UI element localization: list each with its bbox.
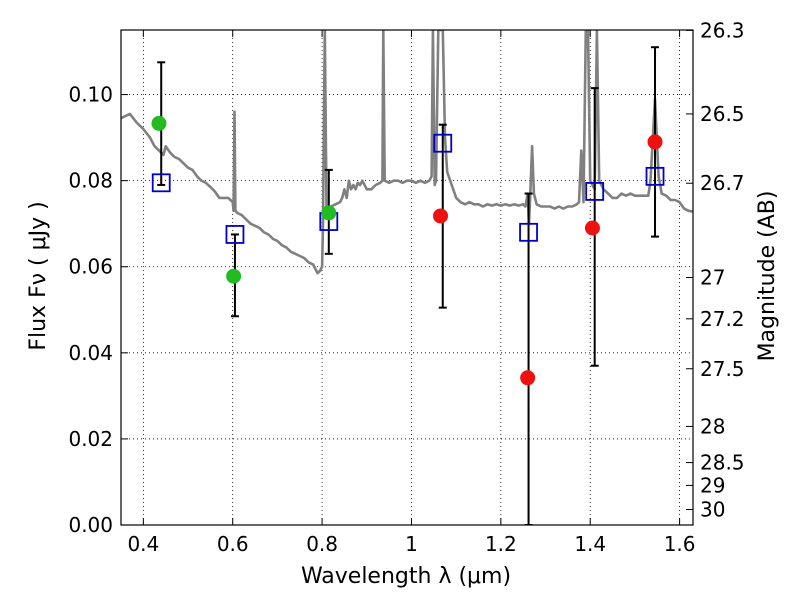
observed-flux-point <box>520 370 536 386</box>
axis-ticks: 0.4 0.6 0.8 1 1.2 1.4 1.6 0.00 0.02 0.04 0.06 0.08 0… <box>68 18 744 556</box>
model-flux-square <box>225 225 245 244</box>
x-tick-label: 1.6 <box>664 532 696 556</box>
observed-flux-point <box>321 205 337 221</box>
x-tick-label: 1.4 <box>574 532 606 556</box>
y-tick-label: 0.06 <box>68 255 113 279</box>
y2-tick-label: 26.5 <box>700 102 745 126</box>
observed-flux-point <box>151 115 167 131</box>
y-tick-label: 0.10 <box>68 83 113 107</box>
x-tick-label: 0.8 <box>306 532 338 556</box>
x-tick-label: 1 <box>405 532 418 556</box>
x-tick-label: 1.2 <box>485 532 517 556</box>
y2-tick-label: 27.2 <box>700 307 745 331</box>
x-axis-label: Wavelength λ (μm) <box>301 564 511 589</box>
x-tick-label: 0.4 <box>127 532 159 556</box>
y-tick-label: 0.08 <box>68 169 113 193</box>
model-flux-square <box>585 182 605 201</box>
y2-tick-label: 27 <box>700 266 725 290</box>
y2-tick-label: 28.5 <box>700 451 745 475</box>
y2-tick-label: 29 <box>700 473 725 497</box>
model-flux-square <box>645 166 665 186</box>
y-tick-label: 0.02 <box>68 427 113 451</box>
y2-axis-label: Magnitude (AB) <box>755 191 780 362</box>
model-flux-square <box>151 173 171 193</box>
observed-flux-point <box>647 134 663 150</box>
plot-content <box>121 30 693 525</box>
model-flux-square <box>519 222 538 242</box>
y2-tick-label: 26.3 <box>700 18 745 42</box>
observed-flux-point <box>226 268 242 284</box>
observed-flux-point <box>584 220 600 236</box>
y2-tick-label: 30 <box>700 498 725 522</box>
model-spectrum-line <box>121 30 693 275</box>
y2-tick-label: 27.5 <box>700 357 745 381</box>
observed-flux-point <box>433 208 449 224</box>
y-tick-label: 0.04 <box>68 341 113 365</box>
y2-tick-label: 26.7 <box>700 171 745 195</box>
y-tick-label: 0.00 <box>68 513 113 537</box>
y-axis-label: Flux Fν ( μJy ) <box>26 201 51 350</box>
y2-tick-label: 28 <box>700 414 725 438</box>
x-tick-label: 0.6 <box>217 532 249 556</box>
model-flux-square <box>433 133 453 153</box>
